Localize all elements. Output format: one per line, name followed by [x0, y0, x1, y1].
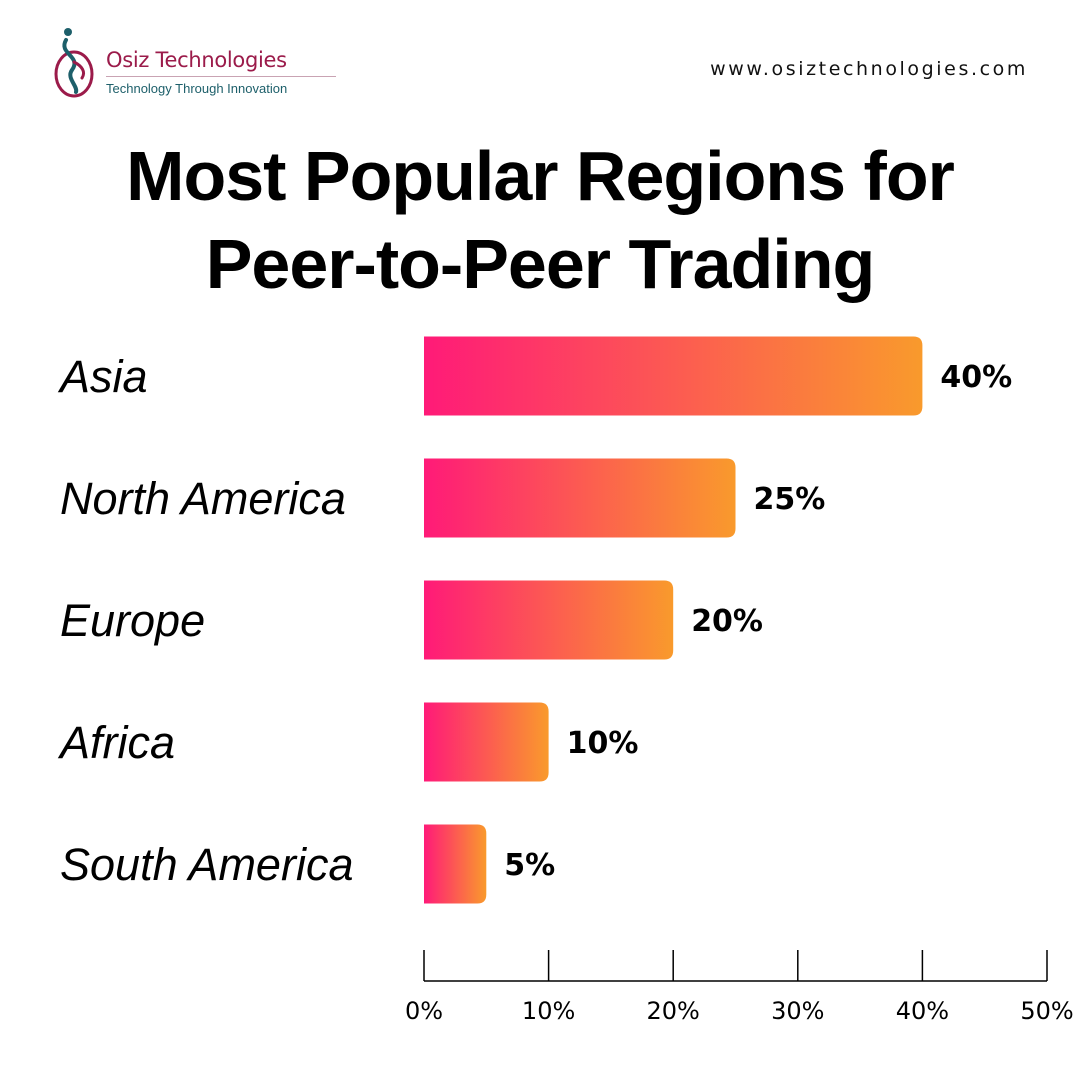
bar-south-america — [424, 824, 487, 904]
value-label: 25% — [754, 482, 826, 517]
bar-europe — [424, 580, 674, 660]
value-label: 10% — [567, 726, 639, 761]
chart-title-line-1: Most Popular Regions for — [126, 137, 955, 215]
value-label: 20% — [691, 604, 763, 639]
bar-north-america — [424, 458, 736, 538]
value-label: 40% — [940, 360, 1012, 395]
logo-tagline: Technology Through Innovation — [106, 81, 288, 96]
osiz-logo-icon — [54, 28, 94, 98]
category-label: Asia — [57, 351, 148, 402]
category-label: Africa — [57, 717, 175, 768]
category-label: Europe — [60, 595, 205, 646]
x-tick-label: 50% — [1020, 997, 1073, 1025]
logo-company-name: Osiz Technologies — [106, 48, 287, 72]
x-tick-label: 0% — [405, 997, 443, 1025]
company-logo: Osiz Technologies Technology Through Inn… — [52, 26, 336, 106]
bar-africa — [424, 702, 549, 782]
logo-divider — [106, 76, 336, 77]
bar-asia — [424, 336, 923, 416]
category-label: South America — [60, 839, 353, 890]
website-url[interactable]: www.osiztechnologies.com — [710, 58, 1028, 80]
category-label: North America — [60, 473, 346, 524]
x-tick-label: 20% — [647, 997, 700, 1025]
chart-title-line-2: Peer-to-Peer Trading — [205, 225, 876, 303]
value-label: 5% — [504, 848, 555, 883]
x-tick-label: 10% — [522, 997, 575, 1025]
chart-title: Most Popular Regions for Peer-to-Peer Tr… — [0, 132, 1080, 308]
x-tick-label: 40% — [896, 997, 949, 1025]
x-tick-label: 30% — [771, 997, 824, 1025]
